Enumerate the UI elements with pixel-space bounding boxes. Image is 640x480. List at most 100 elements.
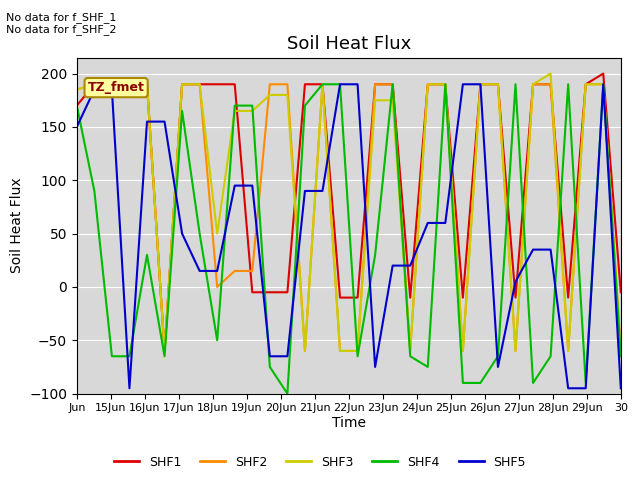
SHF4 [424,364,431,370]
SHF1 [336,295,344,300]
Text: TZ_fmet: TZ_fmet [88,81,145,94]
SHF5 [161,119,168,124]
SHF1 [319,82,326,87]
SHF1 [231,82,239,87]
SHF2 [248,268,256,274]
SHF1 [161,348,168,354]
SHF5 [266,353,274,359]
SHF4 [143,252,151,258]
SHF5 [125,385,133,391]
SHF4 [90,188,98,194]
SHF1 [143,82,151,87]
SHF2 [617,348,625,354]
Text: No data for f_SHF_2: No data for f_SHF_2 [6,24,117,35]
SHF1 [266,289,274,295]
SHF3 [90,82,98,87]
SHF2 [442,82,449,87]
SHF5 [371,364,379,370]
SHF1 [284,289,291,295]
SHF2 [459,348,467,354]
SHF5 [547,247,554,252]
SHF2 [529,82,537,87]
SHF2 [319,82,326,87]
SHF1 [389,82,397,87]
SHF3 [477,82,484,87]
SHF1 [248,289,256,295]
SHF4 [231,103,239,108]
SHF2 [494,82,502,87]
SHF3 [511,348,519,354]
SHF3 [284,92,291,98]
Line: SHF2: SHF2 [77,84,621,351]
X-axis label: Time: Time [332,416,366,430]
Line: SHF4: SHF4 [77,84,621,394]
SHF3 [424,82,431,87]
SHF5 [301,188,308,194]
Legend: SHF1, SHF2, SHF3, SHF4, SHF5: SHF1, SHF2, SHF3, SHF4, SHF5 [109,451,531,474]
SHF2 [511,348,519,354]
SHF2 [231,268,239,274]
SHF4 [442,82,449,87]
SHF4 [389,82,397,87]
SHF5 [179,231,186,237]
SHF3 [319,82,326,87]
SHF3 [161,348,168,354]
SHF1 [301,82,308,87]
SHF3 [617,348,625,354]
SHF3 [213,231,221,237]
Text: No data for f_SHF_1: No data for f_SHF_1 [6,12,116,23]
SHF2 [582,82,589,87]
SHF1 [564,295,572,300]
Line: SHF5: SHF5 [77,84,621,388]
SHF4 [108,353,116,359]
SHF5 [600,82,607,87]
SHF4 [161,353,168,359]
SHF5 [406,263,414,268]
Line: SHF3: SHF3 [77,73,621,351]
SHF1 [617,289,625,295]
SHF5 [231,183,239,189]
SHF5 [529,247,537,252]
SHF1 [213,82,221,87]
SHF5 [424,220,431,226]
SHF5 [477,82,484,87]
SHF3 [529,82,537,87]
SHF4 [547,353,554,359]
SHF1 [179,82,186,87]
SHF1 [582,82,589,87]
SHF2 [284,82,291,87]
SHF5 [564,385,572,391]
SHF1 [196,82,204,87]
Line: SHF1: SHF1 [77,73,621,351]
SHF1 [494,82,502,87]
SHF5 [511,279,519,285]
SHF3 [125,82,133,87]
SHF3 [459,348,467,354]
SHF5 [196,268,204,274]
SHF1 [442,82,449,87]
SHF1 [354,295,362,300]
SHF2 [143,82,151,87]
SHF2 [266,82,274,87]
SHF3 [442,82,449,87]
SHF5 [248,183,256,189]
SHF3 [564,348,572,354]
SHF4 [477,380,484,386]
SHF4 [336,82,344,87]
SHF4 [319,82,326,87]
SHF4 [213,337,221,343]
SHF2 [424,82,431,87]
SHF2 [179,82,186,87]
SHF3 [494,82,502,87]
SHF2 [125,82,133,87]
SHF3 [406,348,414,354]
SHF3 [196,82,204,87]
SHF4 [266,364,274,370]
SHF4 [196,231,204,237]
SHF3 [73,87,81,93]
SHF1 [125,82,133,87]
SHF3 [266,92,274,98]
SHF4 [529,380,537,386]
SHF5 [389,263,397,268]
SHF2 [196,82,204,87]
